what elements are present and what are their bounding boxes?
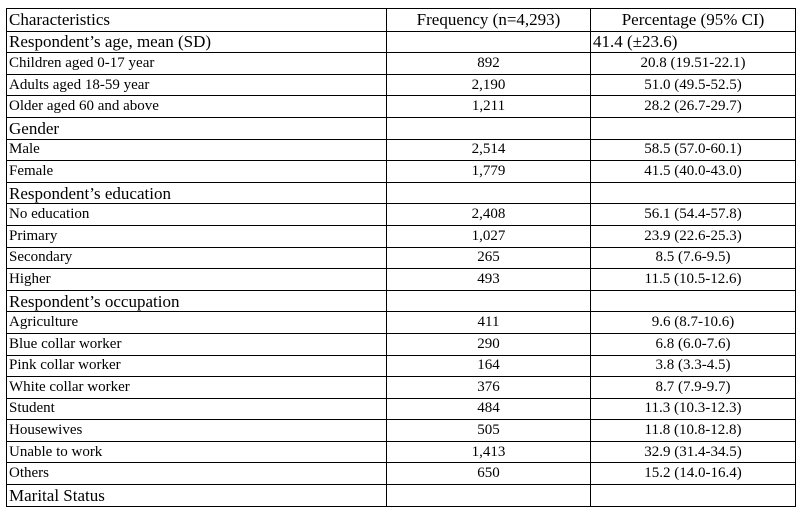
- table-row: Older aged 60 and above 1,211 28.2 (26.7-2…: [6, 95, 796, 118]
- section-row: Gender: [6, 116, 796, 140]
- frequency-cell: 2,514: [386, 138, 591, 162]
- row-label: No education: [6, 203, 387, 226]
- row-label: Pink collar worker: [6, 354, 387, 378]
- percentage-cell: 6.8 (6.0-7.6): [590, 332, 796, 356]
- row-label: Adults aged 18-59 year: [6, 73, 387, 97]
- table-header-row: Characteristics Frequency (n=4,293) Perc…: [6, 8, 796, 32]
- table-row: Pink collar worker 164 3.8 (3.3-4.5): [6, 354, 796, 378]
- table-row: Children aged 0-17 year 892 20.8 (19.51-22…: [6, 52, 796, 75]
- percentage-cell: 8.7 (7.9-9.7): [590, 376, 796, 399]
- percentage-cell: 15.2 (14.0-16.4): [590, 462, 796, 486]
- row-label: Primary: [6, 224, 387, 248]
- table-body: Characteristics Frequency (n=4,293) Perc…: [6, 8, 796, 507]
- table-row: Blue collar worker 290 6.8 (6.0-7.6): [6, 332, 796, 356]
- frequency-cell: 650: [386, 462, 591, 486]
- frequency-cell: 493: [386, 268, 591, 291]
- frequency-cell: 1,779: [386, 160, 591, 183]
- table-row: Student 484 11.3 (10.3-12.3): [6, 397, 796, 421]
- frequency-cell: 484: [386, 397, 591, 421]
- row-label: Older aged 60 and above: [6, 95, 387, 118]
- row-label: Male: [6, 138, 387, 162]
- table-row: Higher 493 11.5 (10.5-12.6): [6, 268, 796, 291]
- section-label: Respondent’s education: [6, 181, 387, 205]
- percentage-cell: 8.5 (7.6-9.5): [590, 246, 796, 270]
- frequency-cell: [386, 30, 591, 54]
- row-label: Housewives: [6, 419, 387, 442]
- row-label: Female: [6, 160, 387, 183]
- frequency-cell: 2,408: [386, 203, 591, 226]
- header-percentage: Percentage (95% CI): [590, 8, 796, 32]
- section-row: Respondent’s education: [6, 181, 796, 205]
- percentage-cell: [590, 116, 796, 140]
- percentage-cell: 41.4 (±23.6): [590, 30, 796, 54]
- frequency-cell: 2,190: [386, 73, 591, 97]
- percentage-cell: 11.5 (10.5-12.6): [590, 268, 796, 291]
- percentage-cell: 3.8 (3.3-4.5): [590, 354, 796, 378]
- table-row: Secondary 265 8.5 (7.6-9.5): [6, 246, 796, 270]
- table-row: Others 650 15.2 (14.0-16.4): [6, 462, 796, 486]
- section-row: Respondent’s occupation: [6, 289, 796, 313]
- percentage-cell: [590, 484, 796, 507]
- frequency-cell: 1,413: [386, 440, 591, 464]
- frequency-cell: 265: [386, 246, 591, 270]
- characteristics-table: Characteristics Frequency (n=4,293) Perc…: [6, 8, 796, 507]
- percentage-cell: 41.5 (40.0-43.0): [590, 160, 796, 183]
- header-frequency: Frequency (n=4,293): [386, 8, 591, 32]
- frequency-cell: 892: [386, 52, 591, 75]
- table-row: Housewives 505 11.8 (10.8-12.8): [6, 419, 796, 442]
- percentage-cell: 20.8 (19.51-22.1): [590, 52, 796, 75]
- percentage-cell: 9.6 (8.7-10.6): [590, 311, 796, 334]
- percentage-cell: [590, 181, 796, 205]
- row-label: Others: [6, 462, 387, 486]
- percentage-cell: 32.9 (31.4-34.5): [590, 440, 796, 464]
- percentage-cell: 23.9 (22.6-25.3): [590, 224, 796, 248]
- table-row: White collar worker 376 8.7 (7.9-9.7): [6, 376, 796, 399]
- section-label: Marital Status: [6, 484, 387, 507]
- header-characteristics: Characteristics: [6, 8, 387, 32]
- section-row: Respondent’s age, mean (SD) 41.4 (±23.6): [6, 30, 796, 54]
- frequency-cell: 164: [386, 354, 591, 378]
- table-row: Unable to work 1,413 32.9 (31.4-34.5): [6, 440, 796, 464]
- frequency-cell: [386, 289, 591, 313]
- row-label: Student: [6, 397, 387, 421]
- row-label: Secondary: [6, 246, 387, 270]
- percentage-cell: 11.3 (10.3-12.3): [590, 397, 796, 421]
- frequency-cell: 290: [386, 332, 591, 356]
- section-row: Marital Status: [6, 484, 796, 507]
- frequency-cell: [386, 116, 591, 140]
- frequency-cell: [386, 484, 591, 507]
- frequency-cell: [386, 181, 591, 205]
- section-label: Gender: [6, 116, 387, 140]
- frequency-cell: 411: [386, 311, 591, 334]
- percentage-cell: 28.2 (26.7-29.7): [590, 95, 796, 118]
- section-label: Respondent’s occupation: [6, 289, 387, 313]
- table-row: Agriculture 411 9.6 (8.7-10.6): [6, 311, 796, 334]
- frequency-cell: 376: [386, 376, 591, 399]
- row-label: Higher: [6, 268, 387, 291]
- frequency-cell: 1,211: [386, 95, 591, 118]
- percentage-cell: 58.5 (57.0-60.1): [590, 138, 796, 162]
- table-row: Male 2,514 58.5 (57.0-60.1): [6, 138, 796, 162]
- percentage-cell: 56.1 (54.4-57.8): [590, 203, 796, 226]
- row-label: Unable to work: [6, 440, 387, 464]
- row-label: Blue collar worker: [6, 332, 387, 356]
- section-label: Respondent’s age, mean (SD): [6, 30, 387, 54]
- row-label: Children aged 0-17 year: [6, 52, 387, 75]
- row-label: Agriculture: [6, 311, 387, 334]
- table-row: No education 2,408 56.1 (54.4-57.8): [6, 203, 796, 226]
- frequency-cell: 505: [386, 419, 591, 442]
- table-row: Female 1,779 41.5 (40.0-43.0): [6, 160, 796, 183]
- table-row: Adults aged 18-59 year 2,190 51.0 (49.5-52…: [6, 73, 796, 97]
- percentage-cell: [590, 289, 796, 313]
- percentage-cell: 11.8 (10.8-12.8): [590, 419, 796, 442]
- frequency-cell: 1,027: [386, 224, 591, 248]
- percentage-cell: 51.0 (49.5-52.5): [590, 73, 796, 97]
- table-row: Primary 1,027 23.9 (22.6-25.3): [6, 224, 796, 248]
- row-label: White collar worker: [6, 376, 387, 399]
